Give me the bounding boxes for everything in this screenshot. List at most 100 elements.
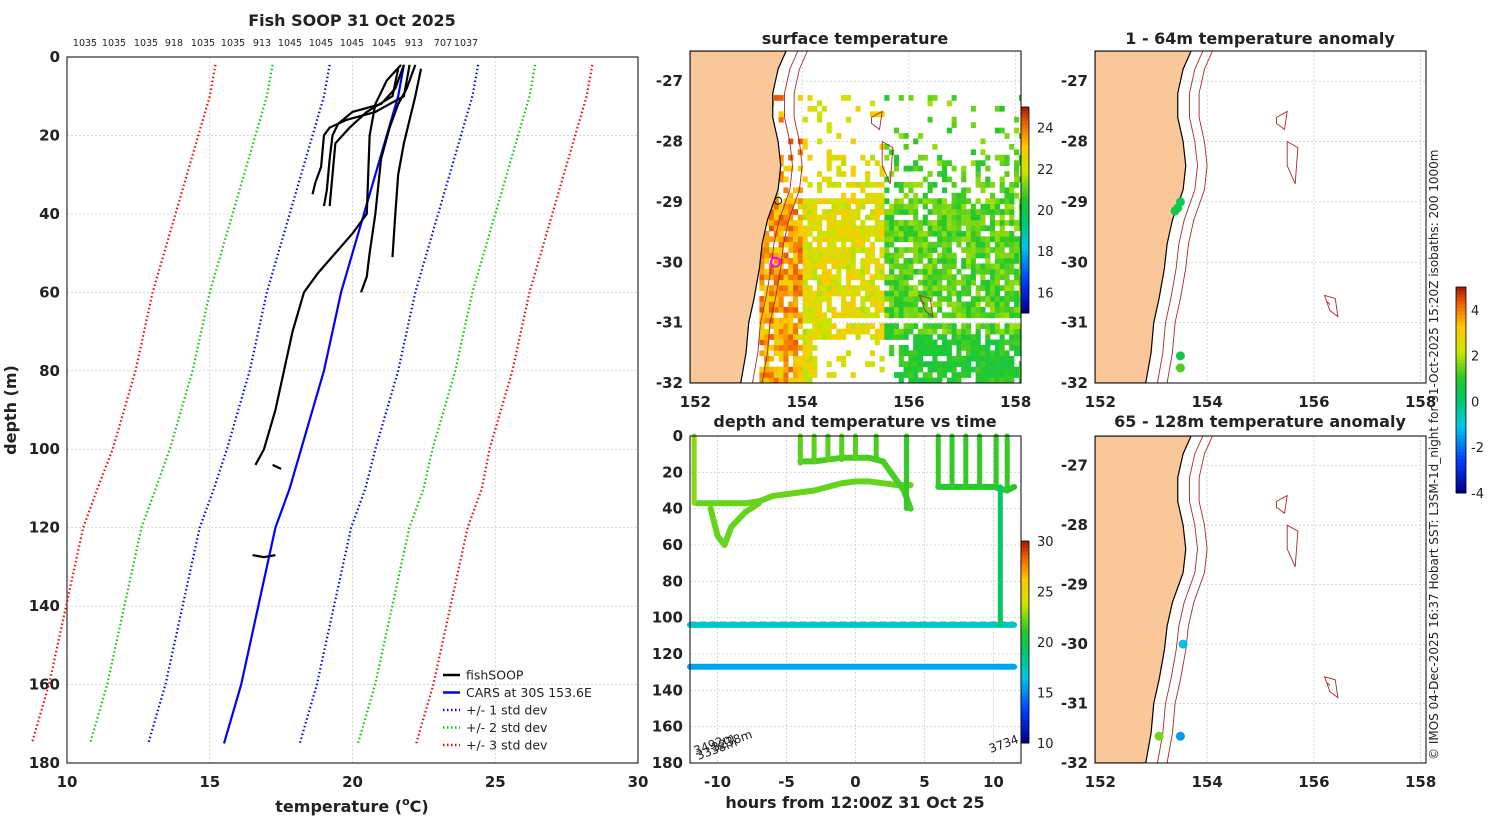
sst-cell [802, 361, 808, 368]
sst-cell [966, 214, 972, 221]
sst-cell [826, 361, 832, 368]
sst-cell [869, 274, 876, 281]
sst-cell [836, 274, 842, 281]
sst-cell [1004, 296, 1010, 302]
sst-cell [999, 344, 1005, 351]
sst-cell [941, 372, 948, 378]
sst-cell [1014, 236, 1020, 243]
sst-cell [985, 344, 991, 351]
anomaly-colorbar-cell [1456, 475, 1466, 480]
sst-cell [869, 312, 876, 319]
sst-cell [793, 236, 799, 243]
sst-cell [802, 285, 808, 291]
sst-cell [874, 285, 880, 291]
sst-cell [966, 252, 972, 259]
sst-cell [994, 372, 1000, 378]
anomaly-colorbar-cell [1456, 400, 1466, 405]
sst-cell [793, 290, 799, 297]
anomaly-point [1170, 206, 1180, 216]
map-xtick-label: 158 [1405, 773, 1436, 791]
sst-cell [946, 252, 952, 259]
temp-colorbar-label: 25 [1037, 586, 1054, 601]
sst-cell [1004, 312, 1010, 319]
sst-cell [922, 301, 928, 308]
sst-cell [898, 209, 904, 215]
sst-cell [999, 127, 1005, 134]
sst-cell [898, 220, 904, 226]
sst-cell [865, 268, 871, 275]
sst-cell [817, 111, 823, 118]
sst-cell [898, 252, 904, 259]
sst-cell [903, 290, 909, 297]
sst-cell [932, 225, 938, 232]
anomaly-colorbar-cell [1456, 444, 1466, 449]
sst-cell [1018, 372, 1021, 378]
temp-colorbar-cell [1021, 682, 1029, 687]
sst-cell [994, 339, 1000, 346]
anomaly-colorbar-cell [1456, 403, 1466, 408]
sst-cell [797, 279, 803, 286]
sst-cell [927, 306, 933, 313]
sst-cell [769, 296, 775, 302]
temp-colorbar-cell [1021, 564, 1029, 569]
sst-cell [990, 290, 996, 297]
sst-cell [994, 312, 1000, 319]
sst-cell [1009, 198, 1015, 205]
temp-colorbar-cell [1021, 729, 1029, 734]
sst-cell [937, 296, 943, 302]
seamount-contour [918, 294, 934, 318]
map-xtick-label: 158 [1405, 393, 1436, 411]
sst-cell [966, 306, 972, 313]
sst-cell [980, 181, 986, 188]
sst-cell [927, 290, 933, 297]
sst-cell [850, 247, 856, 253]
depth-time-xtick-label: -5 [778, 773, 795, 791]
sst-cell [845, 203, 851, 210]
sst-cell [802, 214, 808, 221]
anomaly-colorbar-cell [1456, 410, 1466, 415]
anomaly-colorbar-cell [1456, 321, 1466, 326]
sst-cell [841, 171, 847, 177]
temp-colorbar-cell [1021, 581, 1029, 586]
temp-colorbar-cell [1021, 541, 1029, 545]
sst-cell [821, 176, 827, 183]
sst-cell [1014, 328, 1020, 335]
sst-cell [869, 296, 876, 302]
depth-time-xtick-label: 5 [919, 773, 929, 791]
sst-cell [826, 241, 832, 248]
sst-cell [903, 247, 909, 253]
sst-colorbar-cell [1021, 155, 1029, 159]
sst-cell [860, 279, 866, 286]
land-mass [1095, 51, 1192, 383]
sst-cell [1009, 328, 1015, 335]
sst-cell [807, 95, 813, 101]
sst-cell [788, 203, 794, 210]
sst-cell [759, 285, 765, 291]
sst-cell [1004, 323, 1010, 329]
sst-cell [990, 372, 996, 378]
sst-cell [812, 328, 818, 335]
sst-cell [961, 361, 967, 368]
profile-top-label: 1035 [134, 38, 158, 49]
sst-cell [773, 296, 779, 302]
sst-map-panel: surface temperature 152 154 156 158-27-28-2… [656, 29, 1054, 411]
sst-cell [927, 116, 933, 123]
sst-cell [1014, 241, 1020, 248]
sst-cell [975, 306, 981, 313]
anomaly-colorbar-cell [1456, 348, 1466, 353]
sst-cell [966, 328, 972, 335]
sst-cell [980, 214, 986, 221]
sst-cell [975, 181, 981, 188]
sst-cell [994, 127, 1000, 134]
sst-cell [764, 247, 770, 253]
sst-cell [764, 268, 770, 275]
anomaly-shallow-panel: 1 - 64m temperature anomaly 152 154 156 158… [1061, 29, 1436, 411]
sst-cell [874, 274, 880, 281]
sst-cell [898, 133, 904, 139]
sst-cell [946, 355, 952, 362]
sst-cell [884, 312, 890, 319]
sst-cell [903, 209, 909, 215]
sst-cell [884, 236, 890, 243]
isobath-line [1157, 51, 1204, 383]
sst-cell [826, 306, 832, 313]
